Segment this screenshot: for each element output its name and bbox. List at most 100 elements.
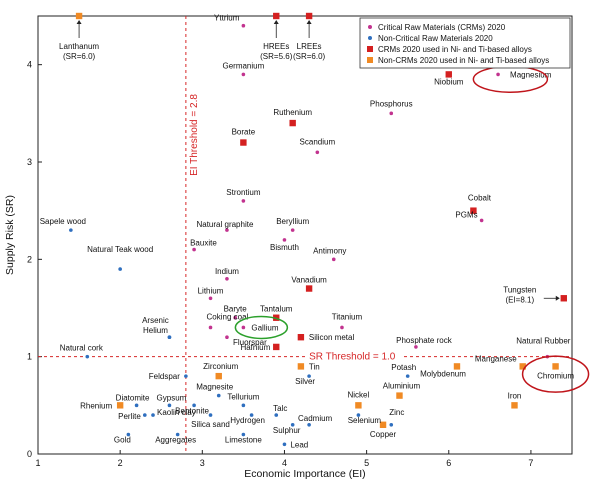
y-tick-label: 2 (27, 254, 32, 264)
bismuth-label: Bismuth (270, 243, 299, 252)
x-tick-label: 7 (528, 458, 533, 468)
silica-sand-label: Silica sand (191, 420, 230, 429)
phosphorus-label: Phosphorus (370, 99, 413, 108)
hrees-annotation-value: (SR=5.6) (260, 52, 293, 61)
hydrogen-marker (249, 413, 254, 417)
zinc-label: Zinc (389, 408, 404, 417)
gallium-highlight-ellipse (234, 315, 289, 340)
yttrium-marker (241, 23, 246, 28)
sapele-wood-label: Sapele wood (40, 217, 86, 226)
legend-marker-noncrm_alloy (367, 57, 373, 63)
legend-marker-noncrm (368, 36, 372, 40)
gold-marker (126, 432, 131, 437)
sr-threshold-label-bg (305, 348, 404, 361)
x-tick-label: 1 (35, 458, 40, 468)
tantalum-label: Tantalum (260, 305, 293, 314)
natural-cork-label: Natural cork (60, 344, 104, 353)
phosphate-rock-label: Phosphate rock (396, 336, 453, 345)
tin-label: Tin (309, 362, 320, 371)
scandium-marker (315, 150, 320, 155)
gallium-label: Gallium (251, 323, 278, 332)
iron-label: Iron (508, 391, 522, 400)
magnesium-label: Magnesium (510, 70, 552, 79)
copper-label: Copper (370, 430, 397, 439)
coking-coal-label: Coking coal (207, 312, 249, 321)
lead-marker (282, 442, 287, 447)
cobalt-marker (470, 207, 477, 214)
scandium-label: Scandium (300, 137, 336, 146)
niobium-label: Niobium (434, 77, 464, 86)
lanthanum-arrow-head (76, 20, 82, 24)
threshold-lines: EI Threshold = 2.8 SR Threshold = 1.0 (38, 16, 572, 454)
sulphur-marker (290, 423, 295, 427)
sulphur-label: Sulphur (273, 426, 301, 435)
legend-label-crm_alloy: CRMs 2020 used in Ni- and Ti-based alloy… (378, 45, 532, 54)
sr-threshold-label: SR Threshold = 1.0 (309, 352, 396, 363)
plot-frame (37, 15, 573, 455)
titanium-marker (340, 325, 344, 330)
x-tick-label: 2 (118, 458, 123, 468)
natural-rubber-label: Natural Rubber (516, 337, 571, 346)
cadmium-marker (307, 423, 311, 427)
diatomite-marker (134, 403, 139, 408)
chromium-marker (552, 363, 559, 370)
indium-label: Indium (215, 267, 239, 276)
germanium-label: Germanium (222, 61, 264, 70)
y-tick-label: 3 (27, 157, 32, 167)
lithium-marker (208, 296, 213, 301)
x-axis-title: Economic Importance (EI) (244, 468, 365, 480)
legend-label-crm: Critical Raw Materials (CRMs) 2020 (378, 23, 506, 32)
germanium-marker (241, 72, 246, 77)
strontium-label: Strontium (226, 188, 261, 197)
annotations: Lanthanum(SR=6.0)HREEs(SR=5.6)LREEs(SR=6… (59, 20, 590, 393)
bentonite-marker (192, 403, 196, 408)
gypsum-marker (167, 403, 172, 408)
pgms-label: PGMs (455, 210, 477, 219)
chromium-label: Chromium (537, 371, 574, 380)
hrees-marker (273, 12, 280, 20)
feldspar-label: Feldspar (149, 372, 180, 381)
gallium-marker (241, 325, 246, 330)
copper-marker (379, 421, 387, 428)
phosphorus-marker (389, 111, 394, 116)
potash-label: Potash (391, 363, 416, 372)
gold-label: Gold (114, 436, 131, 445)
x-tick-label: 6 (446, 458, 451, 468)
talc-marker (274, 413, 279, 417)
lanthanum-annotation-name: Lanthanum (59, 42, 99, 51)
cadmium-label: Cadmium (298, 414, 333, 423)
bismuth-marker (282, 238, 287, 242)
ruthenium-marker (289, 119, 296, 127)
antimony-marker (331, 257, 336, 262)
selenium-marker (356, 413, 361, 417)
hafnium-label: Hafnium (240, 343, 270, 352)
lrees-arrow-head (306, 20, 312, 24)
natural-graphite-label: Natural graphite (196, 220, 253, 229)
lanthanum-annotation-value: (SR=6.0) (63, 52, 96, 61)
hafnium-marker (273, 343, 280, 351)
y-tick-label: 0 (27, 449, 32, 459)
fluorspar-marker (225, 335, 229, 340)
legend-marker-crm_alloy (367, 46, 373, 52)
potash-marker (405, 374, 410, 378)
data-points (69, 12, 567, 447)
arsenic-label: Arsenic (142, 316, 169, 325)
hydrogen-label: Hydrogen (230, 416, 265, 425)
baryte-marker (233, 315, 237, 320)
gypsum-label: Gypsum (157, 393, 187, 402)
nickel-label: Nickel (348, 390, 370, 399)
x-tick-label: 3 (200, 458, 205, 468)
zirconium-marker (215, 372, 222, 380)
tungsten-arrow-head (555, 295, 560, 301)
lrees-marker (305, 12, 313, 20)
yttrium-label: Yttrium (214, 14, 240, 23)
sapele-wood-marker (69, 228, 73, 232)
rhenium-marker (116, 402, 124, 409)
bentonite-label: Bentonite (175, 406, 209, 415)
zirconium-label: Zirconium (203, 362, 238, 371)
nickel-marker (355, 402, 362, 409)
beryllium-marker (290, 228, 295, 232)
vanadium-label: Vanadium (291, 276, 327, 285)
chromium-highlight-ellipse (521, 355, 590, 393)
